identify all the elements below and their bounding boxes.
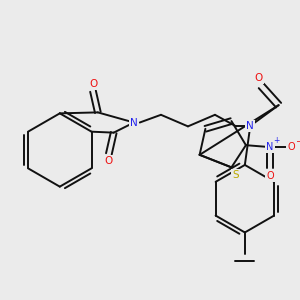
Text: N: N bbox=[266, 142, 274, 152]
Text: O: O bbox=[266, 171, 274, 181]
Text: O: O bbox=[287, 142, 295, 152]
Text: N: N bbox=[130, 118, 138, 128]
Text: O: O bbox=[105, 156, 113, 166]
Text: −: − bbox=[295, 136, 300, 145]
Text: N: N bbox=[246, 122, 254, 131]
Text: +: + bbox=[274, 136, 280, 145]
Text: S: S bbox=[232, 170, 238, 180]
Text: O: O bbox=[89, 80, 97, 89]
Text: O: O bbox=[254, 73, 262, 83]
